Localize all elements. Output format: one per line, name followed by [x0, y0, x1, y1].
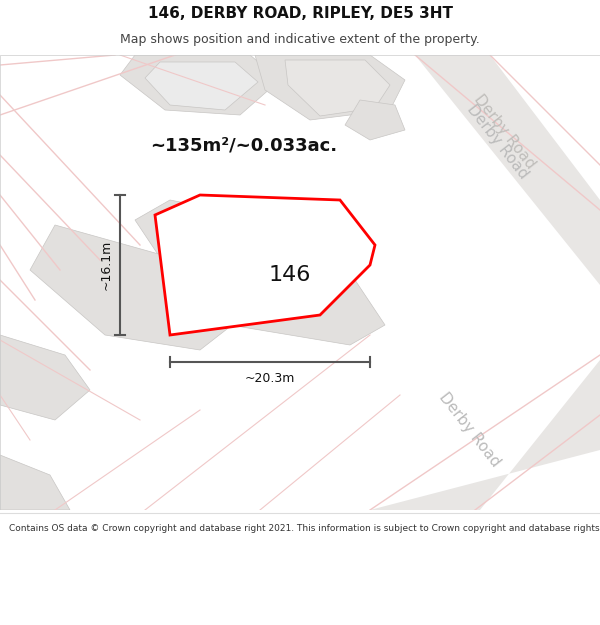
Text: Derby Road: Derby Road: [464, 102, 532, 182]
Polygon shape: [255, 55, 405, 120]
Polygon shape: [0, 455, 70, 510]
Text: ~16.1m: ~16.1m: [100, 240, 113, 290]
Polygon shape: [345, 100, 405, 140]
Polygon shape: [0, 335, 90, 420]
Polygon shape: [135, 200, 385, 345]
Text: 146, DERBY ROAD, RIPLEY, DE5 3HT: 146, DERBY ROAD, RIPLEY, DE5 3HT: [148, 6, 452, 21]
Text: Derby Road: Derby Road: [472, 92, 539, 172]
Text: ~135m²/~0.033ac.: ~135m²/~0.033ac.: [150, 136, 337, 154]
Text: Map shows position and indicative extent of the property.: Map shows position and indicative extent…: [120, 33, 480, 46]
Text: 146: 146: [269, 265, 311, 285]
Text: ~20.3m: ~20.3m: [245, 371, 295, 384]
Polygon shape: [285, 60, 390, 116]
Polygon shape: [120, 55, 280, 115]
Polygon shape: [155, 195, 375, 335]
Polygon shape: [30, 225, 245, 350]
Polygon shape: [415, 55, 600, 285]
Text: Derby Road: Derby Road: [436, 390, 503, 470]
Polygon shape: [145, 62, 258, 110]
Polygon shape: [370, 360, 600, 510]
Text: Contains OS data © Crown copyright and database right 2021. This information is : Contains OS data © Crown copyright and d…: [9, 524, 600, 532]
